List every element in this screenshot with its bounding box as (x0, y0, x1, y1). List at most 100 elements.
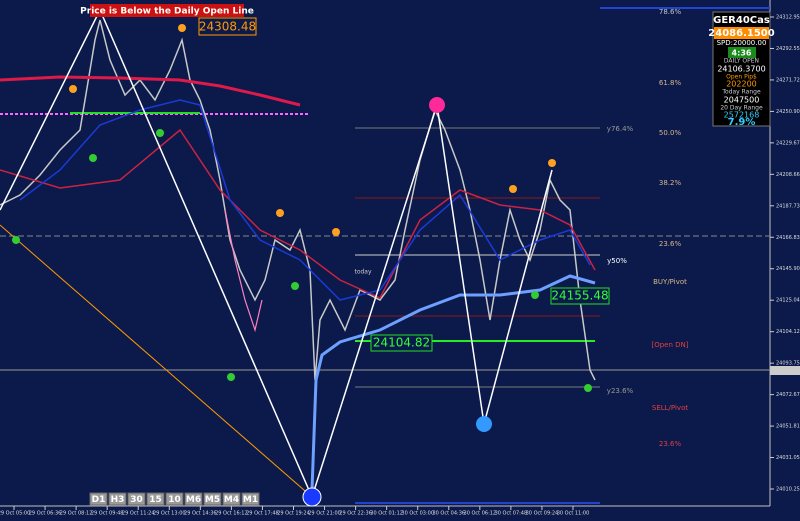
price-axis-label: 24271.72 (776, 77, 800, 83)
timeframe-label: M1 (243, 495, 258, 505)
price-axis-label: 24187.73 (776, 203, 800, 209)
level-label: 23.6% (659, 240, 682, 248)
panel-daily-open: 24106.3700 (717, 65, 765, 74)
level-label: y76.4% (607, 125, 634, 133)
time-axis-label: 30 Oct 11:00 (557, 511, 590, 517)
level-label: BUY/Pivot (653, 278, 687, 286)
swing-high (429, 97, 445, 113)
price-tag-text: 24104.82 (373, 336, 430, 350)
panel-today-range-label: Today Range (721, 89, 761, 96)
price-tag (550, 287, 610, 305)
price-axis-label: 24104.12 (776, 329, 800, 335)
ma-mid (0, 128, 596, 299)
time-axis-label: 29 Oct 13:00 (153, 511, 186, 517)
trend-line (0, 224, 313, 498)
timeframe-button[interactable] (241, 492, 260, 506)
zigzag (0, 8, 553, 500)
level-label: 23.6% (659, 440, 682, 448)
time-axis-label: 29 Oct 22:36 (339, 511, 372, 517)
panel-price: 24086.1500 (708, 28, 774, 39)
price-axis-label: 24093.75 (776, 361, 800, 367)
level-label: [Open DN] (651, 341, 688, 349)
time-axis-label: 29 Oct 17:48 (246, 511, 279, 517)
panel-timer: 4:36 (732, 49, 752, 58)
time-axis-label: 29 Oct 08:12 (60, 511, 93, 517)
price-axis-label: 24208.66 (776, 172, 800, 178)
panel-open-pips-label: Open Pip$ (726, 74, 757, 81)
timeframe-label: M6 (186, 495, 201, 505)
level-label: 78.6% (659, 8, 682, 16)
swing-low (302, 487, 322, 507)
time-axis-label: 29 Oct 09:48 (91, 511, 124, 517)
timeframe-label: 15 (149, 495, 162, 505)
time-axis-label: 30 Oct 04:36 (432, 511, 465, 517)
ma-fast (19, 99, 591, 301)
price-axis-label: 24250.90 (776, 109, 800, 115)
timeframe-label: D1 (92, 495, 106, 505)
panel-ratio: 7.9% (728, 117, 756, 128)
banner-text: Price is Below the Daily Open Line (80, 7, 254, 17)
price-box (714, 27, 769, 39)
panel-today-range: 2047500 (724, 96, 760, 105)
current-price-marker (770, 366, 800, 375)
swing-low (476, 416, 492, 432)
price-axis-label: 24031.05 (776, 455, 800, 461)
level-label: y23.6% (607, 387, 634, 395)
price-axis-label: 24051.81 (776, 424, 800, 430)
ma-slow (0, 75, 301, 107)
banner-bg (90, 4, 244, 17)
time-axis-label: 30 Oct 07:48 (495, 511, 528, 517)
price-axis-label: 24292.55 (776, 46, 800, 52)
time-axis-label: 29 Oct 14:36 (184, 511, 217, 517)
time-axis-label: 30 Oct 09:24 (526, 511, 559, 517)
price-tag (198, 17, 257, 36)
time-axis-label: 29 Oct 16:12 (215, 511, 248, 517)
price-path (224, 209, 263, 333)
level-label: SELL/Pivot (652, 404, 688, 412)
price-axis-label: 24145.90 (776, 266, 800, 272)
ma-blue (310, 274, 596, 491)
panel-open-pips: 202200 (726, 80, 757, 89)
fractal-lows (12, 129, 592, 392)
price-tag (370, 334, 433, 352)
panel-spread: SPD:20000.00 (717, 39, 767, 47)
timeframe-label: 30 (130, 495, 143, 505)
level-label: 38.2% (659, 179, 682, 187)
timeframe-button[interactable] (127, 492, 146, 506)
price-axis-label: 24229.67 (776, 140, 800, 146)
timeframe-button[interactable] (203, 492, 222, 506)
time-axis-label: 29 Oct 21:00 (308, 511, 341, 517)
price-axis-label: 24072.67 (776, 392, 800, 398)
time-axis-label: 29 Oct 06:36 (29, 511, 62, 517)
timeframe-button[interactable] (222, 492, 241, 506)
price-axis-label: 24125.04 (776, 298, 800, 304)
timeframe-button[interactable] (165, 492, 184, 506)
timeframe-label: 10 (168, 495, 181, 505)
level-label: 61.8% (659, 79, 682, 87)
timeframe-button[interactable] (184, 492, 203, 506)
today-label: today (354, 269, 372, 276)
time-axis-label: 30 Oct 03:00 (401, 511, 434, 517)
timeframe-label: M5 (205, 495, 220, 505)
price-tag-text: 24155.48 (551, 289, 608, 303)
level-label: y50% (607, 257, 627, 265)
price-axis-label: 24166.83 (776, 235, 800, 241)
fractal-highs (69, 24, 556, 236)
panel-day20-range-label: 20 Day Range (720, 105, 763, 112)
panel-symbol: GER40Cas (713, 15, 770, 26)
timeframe-button[interactable] (108, 492, 127, 506)
timeframe-button[interactable] (146, 492, 165, 506)
price-axis-label: 24312.95 (776, 15, 800, 21)
timer-box (728, 47, 756, 58)
time-axis-label: 30 Oct 01:12 (370, 511, 403, 517)
timeframe-button[interactable] (89, 492, 108, 506)
time-axis-label: 29 Oct 05:00 (0, 511, 30, 517)
price-axis-label: 24010.25 (776, 487, 800, 493)
panel-day20-range: 2572168 (724, 111, 760, 120)
timeframe-label: H3 (111, 495, 125, 505)
level-label: 50.0% (659, 129, 682, 137)
panel-daily-open-label: DAILY OPEN (724, 58, 759, 65)
time-axis-label: 30 Oct 06:12 (464, 511, 497, 517)
price-tag-text: 24308.48 (199, 20, 256, 34)
